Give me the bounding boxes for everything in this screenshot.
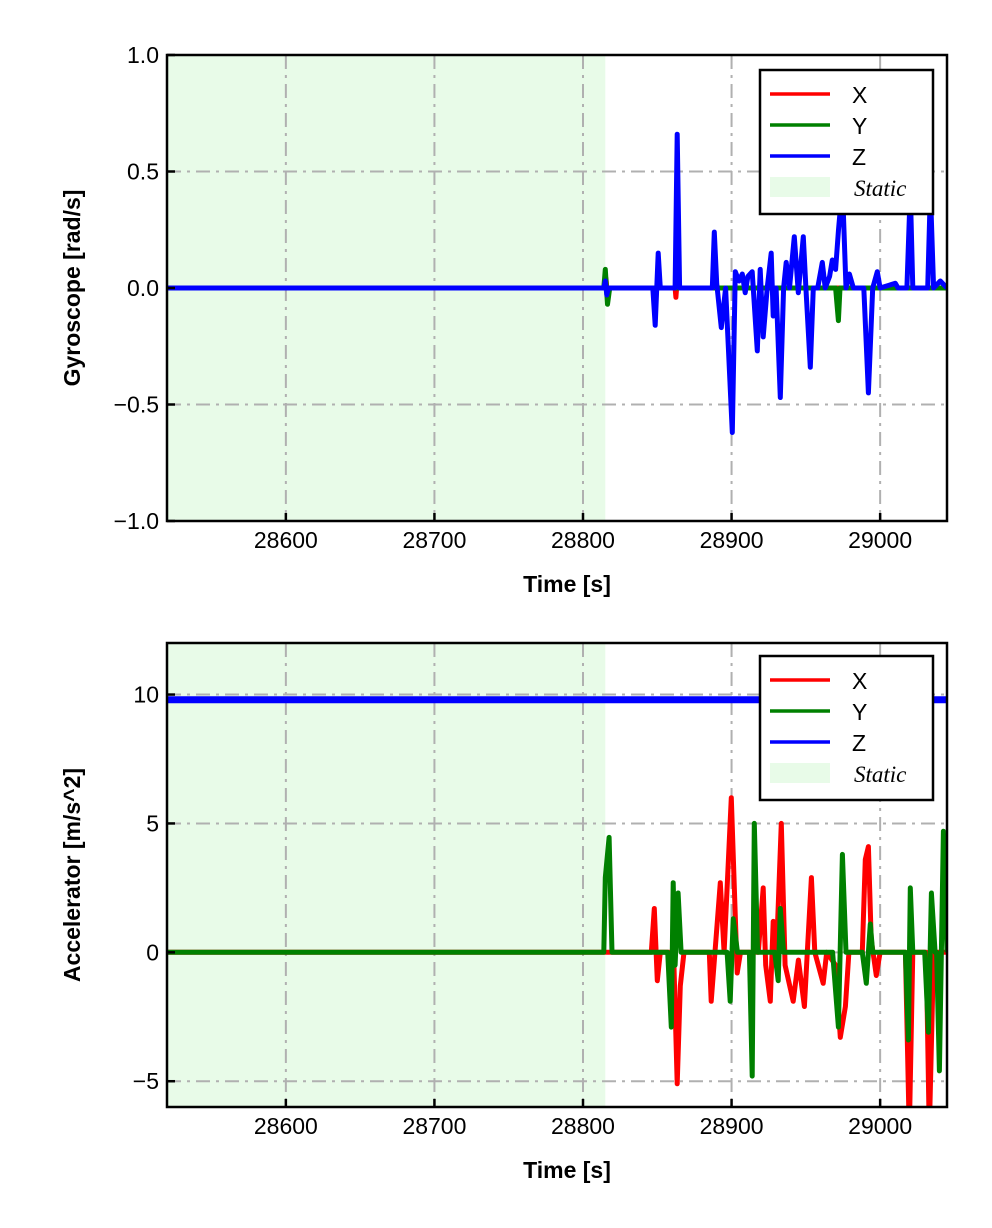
series-line-z bbox=[167, 131, 947, 435]
y-axis-label: Accelerator [m/s^2] bbox=[59, 768, 85, 982]
axes-frame bbox=[165, 641, 949, 1109]
x-tick-label: 28800 bbox=[551, 527, 615, 553]
x-tick-label: 28900 bbox=[700, 527, 764, 553]
legend: XYZ Static bbox=[758, 654, 935, 802]
x-tick-label: 28700 bbox=[402, 527, 466, 553]
series-line-y bbox=[167, 820, 947, 1079]
y-tick-label: 10 bbox=[133, 682, 159, 708]
y-tick-label: −5 bbox=[133, 1068, 159, 1094]
x-tick-label: 28600 bbox=[254, 1113, 318, 1139]
y-tick-label: −0.5 bbox=[114, 392, 159, 418]
x-tick-label: 29000 bbox=[848, 527, 912, 553]
y-tick-label: −1.0 bbox=[114, 508, 159, 534]
legend-swatch-static bbox=[770, 763, 830, 783]
y-tick-label: 1.0 bbox=[127, 42, 159, 68]
y-axis-label: Gyroscope [rad/s] bbox=[59, 190, 85, 387]
x-tick-label: 28900 bbox=[700, 1113, 764, 1139]
gyroscope-panel: 28600 28700 28800 28900 29000 1.0 0.5 0.0 −0.5 −1… bbox=[59, 42, 949, 597]
legend-label-z: Z bbox=[852, 144, 866, 170]
y-tick-label: 5 bbox=[146, 810, 159, 836]
legend-label-z: Z bbox=[852, 730, 866, 756]
legend-label-x: X bbox=[852, 82, 867, 108]
legend-label-y: Y bbox=[852, 113, 867, 139]
x-axis-label: Time [s] bbox=[523, 571, 611, 597]
static-region bbox=[167, 643, 606, 1107]
x-tick-label: 29000 bbox=[848, 1113, 912, 1139]
y-tick-label: 0.0 bbox=[127, 275, 159, 301]
x-tick-label: 28800 bbox=[551, 1113, 615, 1139]
x-axis-label: Time [s] bbox=[523, 1157, 611, 1183]
legend-swatch-static bbox=[770, 177, 830, 197]
y-tick-label: 0 bbox=[146, 939, 159, 965]
legend: XYZ Static bbox=[758, 68, 935, 216]
legend-label-static: Static bbox=[854, 176, 906, 201]
accelerometer-panel: 28600 28700 28800 28900 29000 10 5 0 −5 Time [s] A… bbox=[59, 641, 949, 1183]
legend-label-y: Y bbox=[852, 699, 867, 725]
legend-label-static: Static bbox=[854, 762, 906, 787]
legend-label-x: X bbox=[852, 668, 867, 694]
y-tick-label: 0.5 bbox=[127, 159, 159, 185]
x-tick-label: 28600 bbox=[254, 527, 318, 553]
x-tick-label: 28700 bbox=[402, 1113, 466, 1139]
